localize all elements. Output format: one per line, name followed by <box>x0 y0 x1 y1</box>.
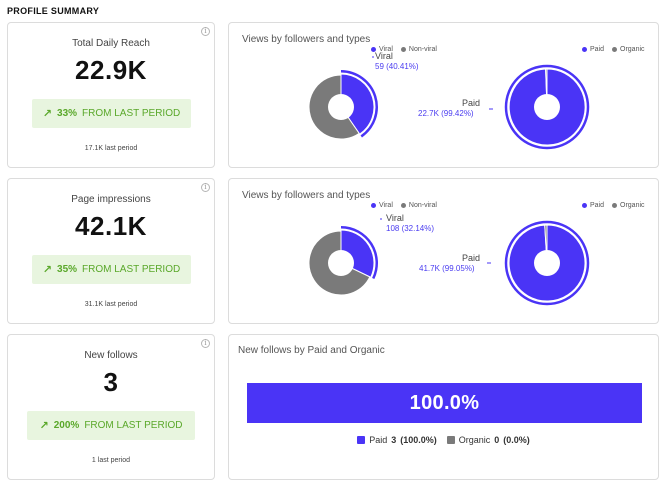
legend-share: (0.0%) <box>503 435 530 445</box>
chart-title: Views by followers and types <box>242 190 371 201</box>
kpi-last-period: 17.1K last period <box>84 145 138 152</box>
kpi-label: Page impressions <box>71 194 151 205</box>
donut-viral[interactable] <box>308 70 378 140</box>
callout-name: Paid <box>462 98 481 108</box>
callout-name: Viral <box>386 213 404 223</box>
kpi-value: 22.9K <box>75 55 147 85</box>
legend-label: Viral <box>379 46 393 53</box>
donut-paid[interactable] <box>504 220 590 306</box>
legend-item-viral[interactable]: Viral <box>371 46 393 53</box>
donut-chart-svg <box>308 218 590 306</box>
kpi-value: 42.1K <box>75 211 147 241</box>
kpi-change-badge: ↗ 35% FROM LAST PERIOD <box>32 255 191 284</box>
chart-title: Views by followers and types <box>242 34 371 45</box>
legend-item-paid[interactable]: Paid <box>582 46 604 53</box>
kpi-change-text: FROM LAST PERIOD <box>82 264 181 275</box>
legend-dot <box>582 47 587 52</box>
trend-up-icon: ↗ <box>39 420 49 432</box>
legend-label: Paid <box>369 435 388 445</box>
legend-label: Viral <box>379 202 393 209</box>
donut-hole <box>534 94 560 120</box>
kpi-label: Total Daily Reach <box>72 38 150 49</box>
donut-hole <box>328 250 354 276</box>
chart-legend: Paid 3 (100.0%) Organic 0 (0.0%) <box>229 435 658 445</box>
legend-swatch <box>446 436 455 444</box>
callout-value: 41.7K (99.05%) <box>419 264 475 273</box>
legend-label: Organic <box>458 435 491 445</box>
chart-legend: Viral Non-viral <box>371 202 437 209</box>
legend-label: Organic <box>620 46 645 53</box>
legend-value: 3 <box>391 435 397 445</box>
new-follows-paid-organic-card: New follows by Paid and Organic 100.0% P… <box>228 334 659 480</box>
kpi-change-pct: 33% <box>57 108 78 119</box>
slice-viral[interactable] <box>340 73 375 135</box>
legend-label: Paid <box>590 202 605 209</box>
callout-value: 108 (32.14%) <box>386 224 435 233</box>
kpi-card-total-daily-reach: i Total Daily Reach 22.9K ↗ 33% FROM LAS… <box>7 22 215 168</box>
kpi-change-text: FROM LAST PERIOD <box>84 420 183 431</box>
chart-title: New follows by Paid and Organic <box>238 345 385 356</box>
kpi-change-badge: ↗ 33% FROM LAST PERIOD <box>32 99 191 128</box>
kpi-last-period: 31.1K last period <box>84 301 138 308</box>
legend-item-non-viral[interactable]: Non-viral <box>400 46 437 53</box>
kpi-label: New follows <box>84 350 138 361</box>
legend-item-paid[interactable]: Paid 3 (100.0%) <box>357 435 437 445</box>
callout-name: Viral <box>375 51 393 61</box>
callout-value: 22.7K (99.42%) <box>418 109 474 118</box>
trend-up-icon: ↗ <box>42 264 53 276</box>
legend-dot <box>371 47 376 52</box>
donut-paid[interactable] <box>504 64 590 150</box>
legend-swatch <box>357 436 366 444</box>
legend-item-organic[interactable]: Organic 0 (0.0%) <box>446 435 530 445</box>
kpi-value: 3 <box>103 367 119 397</box>
legend-label: Organic <box>620 202 645 209</box>
kpi-change-badge: ↗ 200% FROM LAST PERIOD <box>27 411 195 440</box>
donut-viral[interactable] <box>308 226 379 296</box>
callout-name: Paid <box>462 253 481 263</box>
legend-item-organic[interactable]: Organic <box>612 202 645 209</box>
kpi-change-text: FROM LAST PERIOD <box>82 108 181 119</box>
legend-item-organic[interactable]: Organic <box>612 46 645 53</box>
legend-dot <box>612 203 618 208</box>
slice-highlight-ring <box>504 64 590 150</box>
donut-hole <box>534 250 560 276</box>
legend-label: Non-viral <box>408 46 437 53</box>
legend-share: (100.0%) <box>400 435 437 445</box>
trend-up-icon: ↗ <box>42 108 53 120</box>
chart-legend: Viral Non-viral <box>371 46 437 53</box>
page-title: PROFILE SUMMARY <box>7 6 100 16</box>
legend-dot <box>612 47 618 52</box>
bar-paid[interactable]: 100.0% <box>247 383 642 423</box>
legend-item-viral[interactable]: Viral <box>371 202 393 209</box>
kpi-card-page-impressions: i Page impressions 42.1K ↗ 35% FROM LAST… <box>7 178 215 324</box>
info-icon[interactable]: i <box>201 339 210 348</box>
donut-chart-svg <box>308 56 590 150</box>
legend-label: Non-viral <box>408 202 437 209</box>
legend-dot <box>400 203 406 208</box>
legend-dot <box>400 47 406 52</box>
kpi-card-new-follows: i New follows 3 ↗ 200% FROM LAST PERIOD … <box>7 334 215 480</box>
legend-item-paid[interactable]: Paid <box>582 202 604 209</box>
chart-legend: Paid Organic <box>582 46 645 53</box>
legend-label: Paid <box>590 46 605 53</box>
legend-value: 0 <box>494 435 500 445</box>
legend-dot <box>582 203 587 208</box>
kpi-change-pct: 35% <box>57 264 78 275</box>
legend-item-non-viral[interactable]: Non-viral <box>400 202 437 209</box>
kpi-change-pct: 200% <box>53 420 80 431</box>
slice-highlight-ring <box>341 226 379 280</box>
views-by-followers-card: Views by followers and types Viral Non-v… <box>228 178 659 324</box>
slice-highlight-ring <box>504 220 590 306</box>
callout-value: 59 (40.41%) <box>375 62 419 71</box>
chart-legend: Paid Organic <box>582 202 645 209</box>
info-icon[interactable]: i <box>201 27 210 36</box>
info-icon[interactable]: i <box>201 183 210 192</box>
legend-dot <box>371 203 376 208</box>
views-by-followers-card: Views by followers and types Viral Non-v… <box>228 22 659 168</box>
kpi-last-period: 1 last period <box>91 457 131 464</box>
donut-hole <box>328 94 354 120</box>
